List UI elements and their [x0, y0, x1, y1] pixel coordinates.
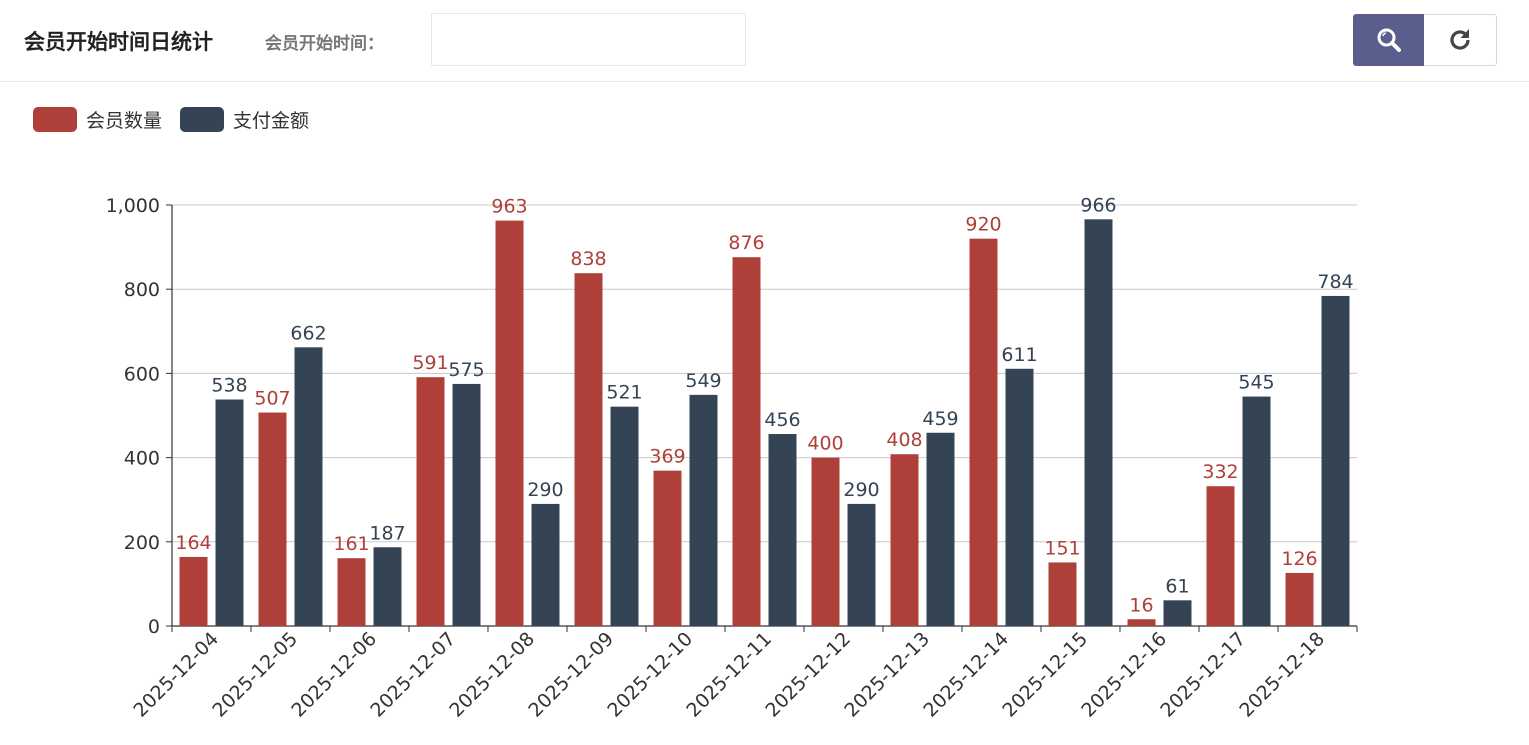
- legend-swatch-payment-amount: [180, 107, 225, 132]
- data-label-member-count: 126: [1281, 548, 1317, 570]
- legend-label-member-count: 会员数量: [86, 110, 163, 132]
- search-icon: [1377, 28, 1401, 52]
- bar-payment-amount: [452, 383, 481, 626]
- legend-item-payment-amount[interactable]: 支付金额: [180, 106, 309, 133]
- bar-member-count: [258, 412, 287, 626]
- data-label-member-count: 332: [1202, 461, 1238, 483]
- bar-payment-amount: [294, 347, 323, 626]
- bar-payment-amount: [1005, 368, 1034, 626]
- legend-swatch-member-count: [33, 107, 77, 132]
- refresh-button[interactable]: [1424, 14, 1497, 66]
- data-label-member-count: 507: [254, 388, 290, 410]
- bar-member-count: [732, 257, 761, 626]
- toolbar: 会员开始时间日统计 会员开始时间：: [0, 0, 1529, 82]
- data-label-payment-amount: 290: [843, 479, 879, 501]
- bar-member-count: [811, 457, 840, 626]
- bar-member-count: [337, 558, 366, 626]
- bar-member-count: [495, 220, 524, 626]
- page-title: 会员开始时间日统计: [24, 30, 213, 54]
- start-date-input[interactable]: [431, 13, 746, 66]
- bar-payment-amount: [689, 394, 718, 626]
- bar-member-count: [1285, 572, 1314, 626]
- data-label-payment-amount: 187: [369, 522, 405, 544]
- bar-member-count: [416, 377, 445, 626]
- data-label-payment-amount: 966: [1080, 194, 1116, 216]
- x-tick-label: 2025-12-18: [1235, 628, 1329, 722]
- data-label-member-count: 876: [728, 232, 764, 254]
- data-label-payment-amount: 456: [764, 409, 800, 431]
- bar-member-count: [969, 238, 998, 626]
- search-button[interactable]: [1353, 14, 1425, 66]
- y-tick-label: 200: [124, 532, 160, 554]
- data-label-member-count: 591: [412, 352, 448, 374]
- data-label-payment-amount: 662: [290, 322, 326, 344]
- chart-legend: 会员数量 支付金额: [33, 106, 327, 133]
- data-label-payment-amount: 549: [685, 370, 721, 392]
- data-label-payment-amount: 538: [211, 375, 247, 397]
- bar-payment-amount: [610, 406, 639, 626]
- data-label-member-count: 838: [570, 248, 606, 270]
- legend-item-member-count[interactable]: 会员数量: [33, 106, 162, 133]
- bar-member-count: [890, 454, 919, 626]
- data-label-member-count: 164: [175, 532, 211, 554]
- data-label-member-count: 151: [1044, 537, 1080, 559]
- data-label-payment-amount: 521: [606, 382, 642, 404]
- bar-member-count: [179, 556, 208, 626]
- filter-label: 会员开始时间：: [265, 34, 384, 54]
- data-label-payment-amount: 784: [1317, 271, 1353, 293]
- data-label-payment-amount: 611: [1001, 344, 1037, 366]
- bar-payment-amount: [847, 503, 876, 626]
- bar-payment-amount: [1163, 600, 1192, 626]
- data-label-member-count: 400: [807, 433, 843, 455]
- bar-member-count: [1048, 562, 1077, 626]
- bar-payment-amount: [1242, 396, 1271, 626]
- refresh-icon: [1450, 29, 1470, 50]
- data-label-payment-amount: 290: [527, 479, 563, 501]
- bar-payment-amount: [531, 503, 560, 626]
- bar-payment-amount: [926, 432, 955, 626]
- bar-member-count: [653, 470, 682, 626]
- bar-member-count: [1206, 486, 1235, 626]
- data-label-payment-amount: 61: [1165, 575, 1189, 597]
- data-label-member-count: 963: [491, 196, 527, 218]
- data-label-payment-amount: 545: [1238, 372, 1274, 394]
- y-tick-label: 600: [124, 363, 160, 385]
- bar-member-count: [574, 273, 603, 626]
- data-label-member-count: 408: [886, 429, 922, 451]
- bar-payment-amount: [1321, 295, 1350, 626]
- data-label-member-count: 16: [1129, 594, 1153, 616]
- y-tick-label: 400: [124, 448, 160, 470]
- data-label-member-count: 161: [333, 533, 369, 555]
- bar-payment-amount: [373, 547, 402, 626]
- bar-payment-amount: [1084, 219, 1113, 626]
- data-label-member-count: 369: [649, 446, 685, 468]
- y-tick-label: 0: [148, 616, 160, 638]
- y-tick-label: 800: [124, 279, 160, 301]
- y-tick-label: 1,000: [106, 195, 160, 217]
- data-label-member-count: 920: [965, 214, 1001, 236]
- bar-payment-amount: [215, 399, 244, 626]
- data-label-payment-amount: 575: [448, 359, 484, 381]
- legend-label-payment-amount: 支付金额: [233, 110, 310, 132]
- bar-chart: 02004006008001,0002025-12-042025-12-0520…: [106, 194, 1358, 722]
- bar-member-count: [1127, 619, 1156, 626]
- bar-payment-amount: [768, 434, 797, 626]
- data-label-payment-amount: 459: [922, 408, 958, 430]
